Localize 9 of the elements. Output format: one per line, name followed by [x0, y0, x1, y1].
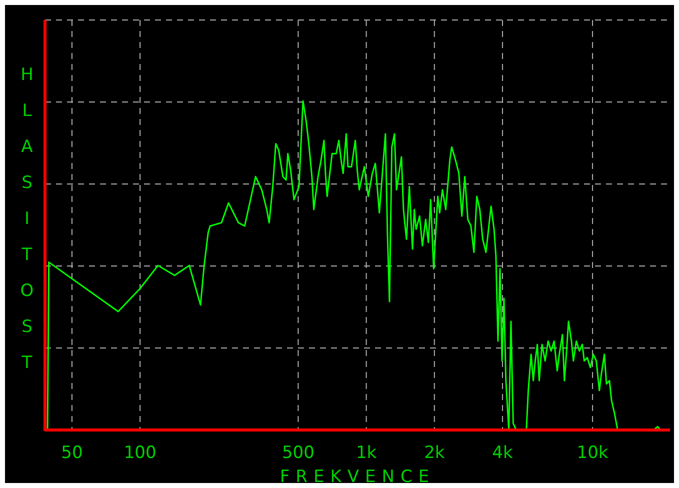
x-tick-label: 4k [492, 443, 513, 463]
x-tick-label: 10k [576, 443, 608, 463]
x-tick-label: 50 [61, 443, 83, 463]
x-axis-title: FREKVENCE [280, 467, 436, 487]
x-tick-label: 2k [424, 443, 445, 463]
x-tick-label: 1k [356, 443, 377, 463]
text: HLASITOST [20, 65, 34, 373]
x-tick-label: 500 [282, 443, 314, 463]
x-tick-label: 100 [124, 443, 156, 463]
